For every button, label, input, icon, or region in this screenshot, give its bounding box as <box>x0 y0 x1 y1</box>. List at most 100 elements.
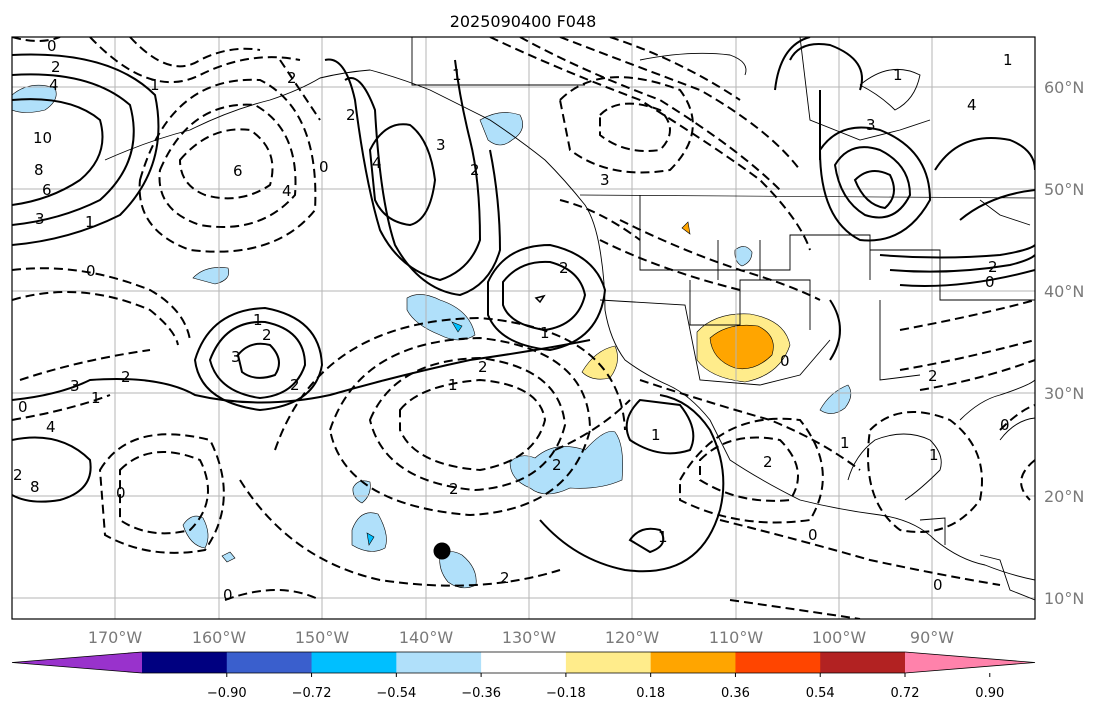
contour-label: 6 <box>233 162 243 180</box>
shade-light-blue <box>819 384 852 414</box>
colorbar-outline <box>11 651 1036 674</box>
lat-tick-labels: 60°N 50°N 40°N 30°N 20°N 10°N <box>1044 78 1084 608</box>
shade-light-blue <box>192 267 229 285</box>
contour-label: 4 <box>372 154 382 172</box>
contour-label: 2 <box>552 456 562 474</box>
shade-yellow <box>581 345 618 380</box>
contour-label: 2 <box>559 259 569 277</box>
colorbar-tick-label: 0.90 <box>975 686 1004 701</box>
contour-label: 0 <box>780 352 790 370</box>
contour-label: 3 <box>436 136 446 154</box>
lon-tick-label: 130°W <box>502 628 557 647</box>
contour-label: 6 <box>42 181 52 199</box>
lon-tick-label: 120°W <box>605 628 660 647</box>
lon-tick-label: 140°W <box>399 628 454 647</box>
shade-blue <box>366 532 375 546</box>
shade-orange <box>681 221 691 235</box>
contour-label: 0 <box>116 484 126 502</box>
contour-label: 2 <box>449 480 459 498</box>
colorbar-segment <box>481 652 567 673</box>
map-title: 2025090400 F048 <box>450 12 597 31</box>
contour-label: 1 <box>253 311 263 329</box>
contour-label: 1 <box>893 66 903 84</box>
contour-label: 8 <box>30 478 40 496</box>
contour-label: 2 <box>290 376 300 394</box>
contour-label: 3 <box>35 210 45 228</box>
colorbar-segment <box>565 652 652 673</box>
shade-blue <box>451 321 463 333</box>
contour-label: 0 <box>47 37 57 55</box>
lat-tick-label: 10°N <box>1044 589 1084 608</box>
location-marker <box>433 542 451 560</box>
colorbar: −0.90 −0.72 −0.54 −0.36 −0.18 0.18 0.36 0.54 0.7… <box>11 651 1036 701</box>
contour-label: 2 <box>51 58 61 76</box>
map-content: 0 2 4 10 8 6 3 1 1 2 4 2 4 6 0 3 2 1 0 1… <box>12 37 1035 619</box>
colorbar-segment <box>820 652 906 673</box>
lat-tick-label: 30°N <box>1044 384 1084 403</box>
contour-label: 10 <box>33 129 52 147</box>
contours-dashed <box>12 37 1035 619</box>
contour-label: 2 <box>13 466 23 484</box>
contour-label: 8 <box>34 161 44 179</box>
colorbar-tick-label: −0.18 <box>546 686 586 701</box>
lon-tick-labels: 170°W 160°W 150°W 140°W 130°W 120°W 110°… <box>88 628 954 647</box>
contour-label: 0 <box>319 158 329 176</box>
colorbar-tick-label: −0.90 <box>207 686 247 701</box>
coastlines <box>104 37 1035 601</box>
colorbar-segment <box>226 652 313 673</box>
colorbar-tick-label: −0.36 <box>461 686 501 701</box>
colorbar-segment <box>650 652 736 673</box>
colorbar-tick-label: 0.54 <box>806 686 835 701</box>
contour-label: 1 <box>91 389 101 407</box>
lat-tick-label: 40°N <box>1044 282 1084 301</box>
contour-label: 1 <box>150 76 160 94</box>
colorbar-tick-label: −0.54 <box>376 686 416 701</box>
colorbar-tick-label: 0.18 <box>636 686 665 701</box>
contour-label: 3 <box>866 116 876 134</box>
lat-tick-label: 50°N <box>1044 180 1084 199</box>
shade-orange <box>709 324 774 369</box>
contour-label: 0 <box>933 576 943 594</box>
lon-tick-label: 110°W <box>709 628 764 647</box>
contour-label: 2 <box>763 453 773 471</box>
lon-tick-label: 90°W <box>910 628 954 647</box>
colorbar-tick-label: 0.36 <box>721 686 750 701</box>
contour-label: 3 <box>600 171 610 189</box>
contours-solid <box>12 37 1035 573</box>
contour-label: 1 <box>85 213 95 231</box>
colorbar-extend-high <box>905 652 1035 673</box>
contour-label: 2 <box>478 358 488 376</box>
contour-label: 1 <box>452 66 462 84</box>
contour-label: 4 <box>46 418 56 436</box>
lon-tick-label: 100°W <box>812 628 867 647</box>
colorbar-tick-label: 0.72 <box>891 686 920 701</box>
contour-label: 4 <box>282 182 292 200</box>
contour-label: 1 <box>448 376 458 394</box>
contour-label: 0 <box>18 398 28 416</box>
shade-light-blue <box>351 512 387 552</box>
contour-label: 2 <box>121 368 131 386</box>
contour-label: 3 <box>70 377 80 395</box>
contour-label: 1 <box>929 446 939 464</box>
contour-label: 0 <box>808 526 818 544</box>
contour-label: 2 <box>346 106 356 124</box>
contour-label: 1 <box>651 426 661 444</box>
contour-label: 2 <box>262 326 272 344</box>
colorbar-extend-low <box>12 652 142 673</box>
contour-label: 2 <box>287 69 297 87</box>
contour-label: 0 <box>985 273 995 291</box>
shaded-fills <box>12 84 852 589</box>
contour-label: 2 <box>470 161 480 179</box>
shade-light-blue <box>182 515 209 549</box>
colorbar-segment <box>311 652 397 673</box>
contour-label: 0 <box>86 262 96 280</box>
lat-tick-label: 60°N <box>1044 78 1084 97</box>
contour-labels: 0 2 4 10 8 6 3 1 1 2 4 2 4 6 0 3 2 1 0 1… <box>13 37 1013 604</box>
lon-tick-label: 170°W <box>88 628 143 647</box>
contour-label: 2 <box>928 367 938 385</box>
colorbar-tick-label: −0.72 <box>292 686 332 701</box>
lat-tick-label: 20°N <box>1044 487 1084 506</box>
contour-label: 2 <box>500 569 510 587</box>
contour-label: 1 <box>1003 51 1013 69</box>
